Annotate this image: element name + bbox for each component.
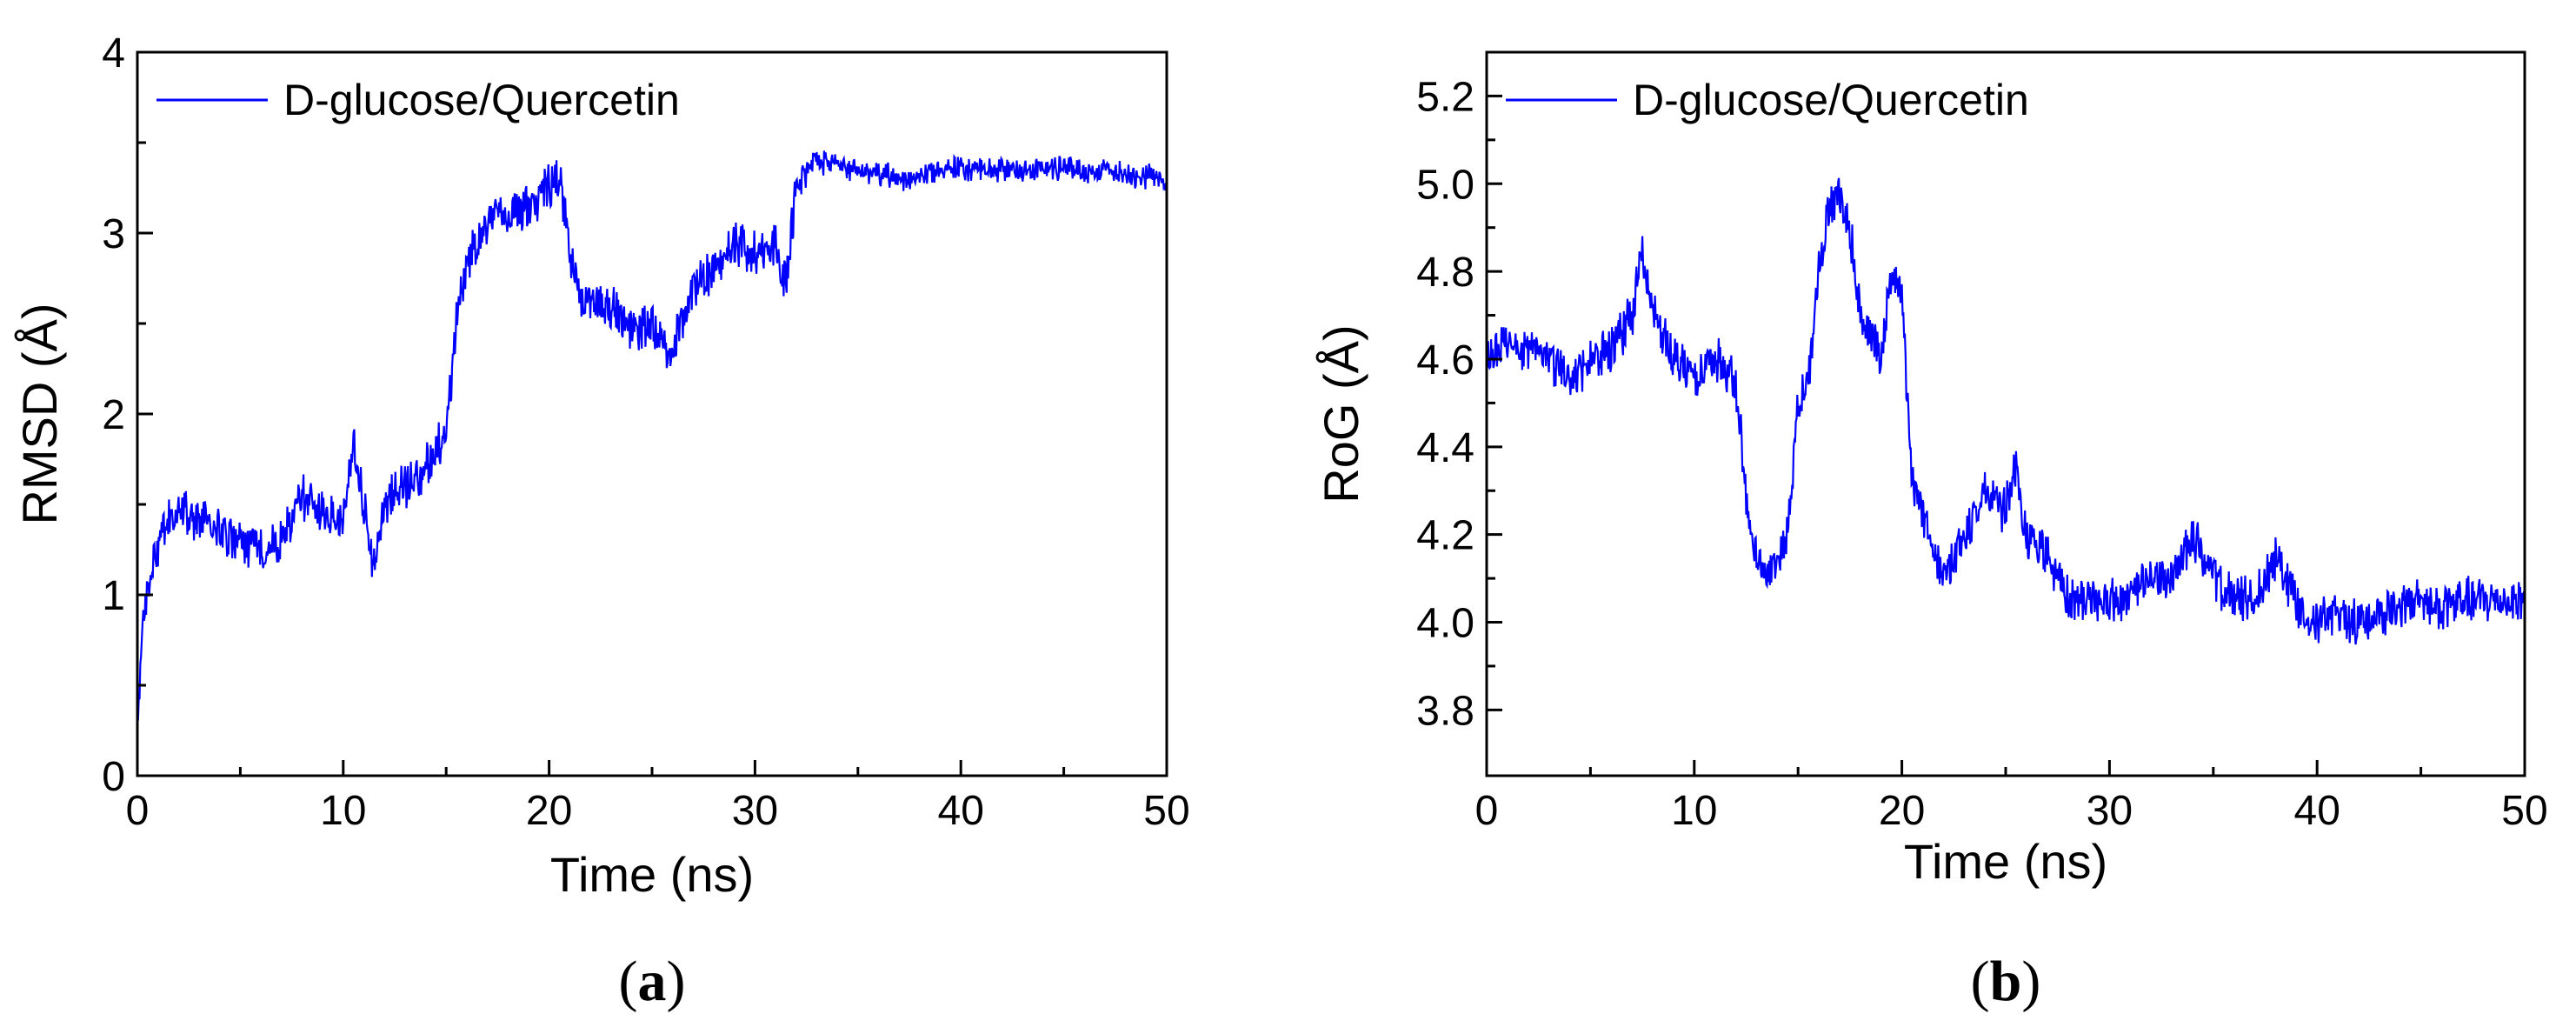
rmsd-chart-panel: 0 10 20 30 40 50 0 1 2 3 4 Time (ns) RMSD (Å) D-gluco… <box>12 30 1190 1013</box>
x-axis-title: Time (ns) <box>550 847 754 902</box>
panel-label: (a) <box>619 950 686 1013</box>
y-tick-label: 3 <box>102 211 125 257</box>
x-tick-label: 40 <box>938 788 984 834</box>
x-tick-label: 20 <box>526 788 572 834</box>
x-tick-label: 50 <box>2501 788 2547 834</box>
x-tick-label: 20 <box>1879 788 1925 834</box>
y-tick-label: 3.8 <box>1416 688 1474 734</box>
legend-label: D-glucose/Quercetin <box>283 76 680 124</box>
y-tick-label: 4.8 <box>1416 250 1474 296</box>
y-tick-label: 4.0 <box>1416 601 1474 647</box>
rog-chart-panel: 0 10 20 30 40 50 3.8 4.0 4.2 4.4 4.6 4.8 5.0 5.2 Time … <box>1314 50 2548 1013</box>
series-line <box>137 150 1167 723</box>
y-tick-label: 2 <box>102 392 125 438</box>
series-line <box>1487 177 2525 645</box>
x-tick-label: 10 <box>320 788 366 834</box>
y-tick-label: 5.2 <box>1416 74 1474 120</box>
y-tick-label: 0 <box>102 754 125 800</box>
x-axis-title: Time (ns) <box>1904 834 2107 889</box>
legend-label: D-glucose/Quercetin <box>1633 76 2029 124</box>
y-tick-label: 4.4 <box>1416 425 1474 471</box>
y-axis-title: RoG (Å) <box>1314 324 1368 503</box>
x-tick-label: 30 <box>2087 788 2133 834</box>
x-tick-label: 30 <box>732 788 778 834</box>
x-tick-label: 40 <box>2294 788 2340 834</box>
y-tick-label: 4.6 <box>1416 337 1474 384</box>
y-tick-label: 4.2 <box>1416 513 1474 559</box>
y-tick-label: 1 <box>102 573 125 619</box>
x-tick-label: 0 <box>1475 788 1499 834</box>
plot-frame <box>1485 50 2526 777</box>
x-tick-label: 50 <box>1143 788 1189 834</box>
y-tick-label: 5.0 <box>1416 162 1474 208</box>
y-axis-title: RMSD (Å) <box>12 303 67 524</box>
y-tick-label: 4 <box>102 30 125 77</box>
plot-frame <box>136 50 1168 777</box>
x-tick-label: 0 <box>126 788 150 834</box>
x-tick-label: 10 <box>1671 788 1717 834</box>
panel-label: (b) <box>1971 950 2041 1013</box>
